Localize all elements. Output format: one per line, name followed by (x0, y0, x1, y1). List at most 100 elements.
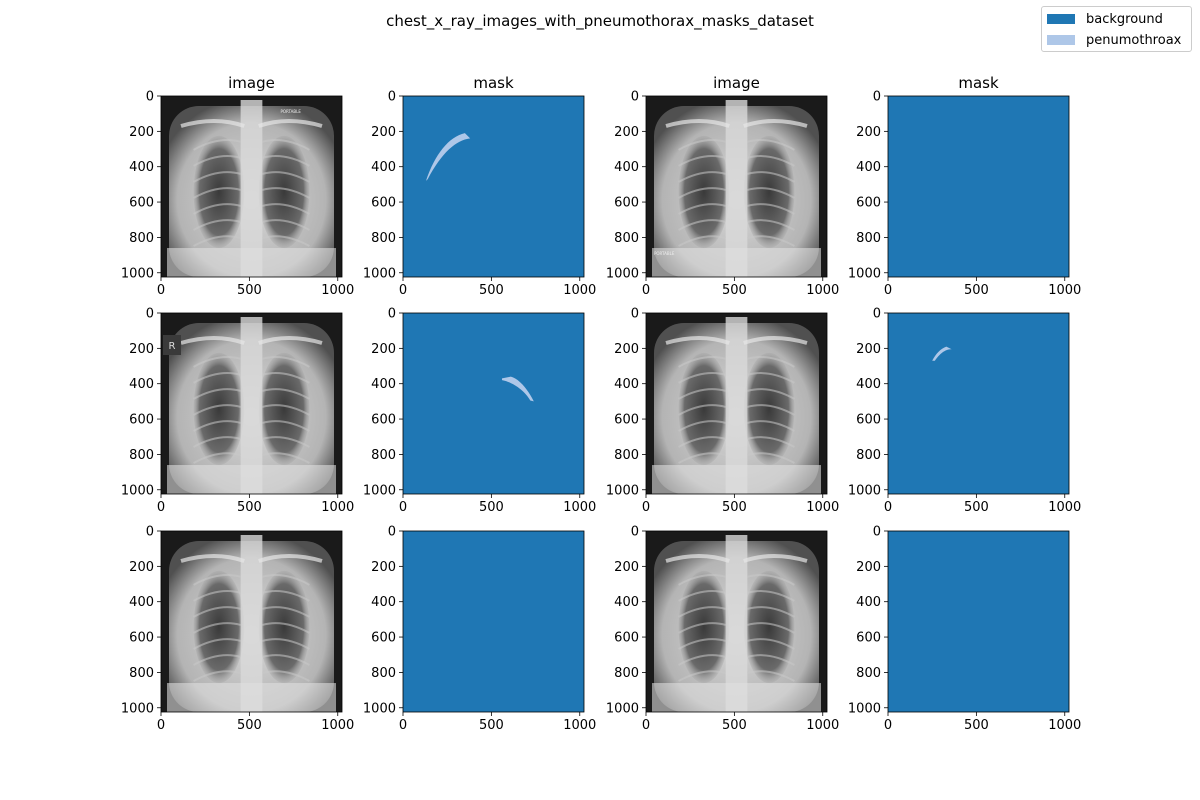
x-tick-label: 500 (722, 718, 747, 733)
x-tick-label: 1000 (1048, 500, 1081, 515)
x-tick-label: 1000 (321, 500, 354, 515)
mask-background (888, 313, 1069, 494)
y-tick-label: 800 (856, 231, 881, 246)
x-tick-label: 500 (237, 283, 262, 298)
y-tick-label: 1000 (606, 266, 639, 281)
y-tick-label: 1000 (121, 483, 154, 498)
x-tick-label: 500 (964, 718, 989, 733)
y-tick-label: 200 (371, 560, 396, 575)
y-tick-label: 600 (371, 196, 396, 211)
x-tick-label: 0 (642, 718, 650, 733)
axes-frame (887, 530, 1070, 713)
y-tick-label: 0 (873, 307, 881, 322)
y-tick-label: 400 (129, 377, 154, 392)
y-tick-label: 1000 (848, 266, 881, 281)
y-tick-label: 200 (129, 125, 154, 140)
xray-annotation-text: R (169, 341, 176, 352)
legend-label-penumothroax: penumothroax (1086, 32, 1182, 48)
y-tick-label: 200 (614, 342, 639, 357)
x-tick-label: 1000 (806, 500, 839, 515)
panel-title: mask (473, 74, 514, 92)
y-tick-label: 600 (856, 196, 881, 211)
y-tick-label: 200 (856, 560, 881, 575)
y-tick-label: 1000 (121, 701, 154, 716)
y-tick-label: 600 (856, 413, 881, 428)
x-tick-label: 1000 (1048, 283, 1081, 298)
legend: background penumothroax (1041, 6, 1192, 52)
y-tick-label: 400 (614, 595, 639, 610)
x-tick-label: 500 (479, 283, 504, 298)
x-tick-label: 1000 (563, 283, 596, 298)
y-tick-label: 400 (856, 160, 881, 175)
y-tick-label: 0 (388, 307, 396, 322)
x-tick-label: 500 (964, 283, 989, 298)
axes-frame (887, 312, 1070, 495)
legend-item-background: background (1047, 11, 1163, 27)
x-tick-label: 0 (399, 283, 407, 298)
axes-frame (887, 95, 1070, 278)
x-tick-label: 500 (237, 718, 262, 733)
y-tick-label: 400 (614, 160, 639, 175)
xray-annotation-text: PORTABLE (280, 109, 301, 114)
y-tick-label: 0 (146, 525, 154, 540)
y-tick-label: 400 (856, 595, 881, 610)
x-tick-label: 0 (884, 500, 892, 515)
panel-title: image (228, 74, 275, 92)
y-tick-label: 800 (614, 231, 639, 246)
axes-frame (160, 312, 343, 495)
y-tick-label: 800 (129, 231, 154, 246)
y-tick-label: 600 (371, 413, 396, 428)
x-tick-label: 0 (642, 500, 650, 515)
x-tick-label: 500 (722, 283, 747, 298)
y-tick-label: 0 (388, 525, 396, 540)
y-tick-label: 200 (129, 560, 154, 575)
y-tick-label: 1000 (848, 701, 881, 716)
x-tick-label: 500 (479, 718, 504, 733)
figure-title: chest_x_ray_images_with_pneumothorax_mas… (386, 12, 814, 30)
y-tick-label: 800 (371, 666, 396, 681)
x-tick-label: 0 (157, 283, 165, 298)
y-tick-label: 0 (873, 90, 881, 105)
axes-frame (160, 95, 343, 278)
y-tick-label: 400 (856, 377, 881, 392)
xray-annotation-text: PORTABLE (654, 251, 675, 256)
y-tick-label: 400 (129, 160, 154, 175)
y-tick-label: 1000 (606, 701, 639, 716)
axes-frame (645, 95, 828, 278)
legend-swatch-background (1047, 14, 1075, 24)
y-tick-label: 200 (371, 125, 396, 140)
axes-frame (402, 95, 585, 278)
x-tick-label: 0 (157, 500, 165, 515)
x-tick-label: 0 (884, 283, 892, 298)
axes-frame (645, 312, 828, 495)
x-tick-label: 1000 (806, 283, 839, 298)
y-tick-label: 400 (371, 595, 396, 610)
y-tick-label: 200 (129, 342, 154, 357)
x-tick-label: 1000 (563, 718, 596, 733)
y-tick-label: 400 (371, 160, 396, 175)
y-tick-label: 600 (614, 631, 639, 646)
pneumothorax-region (425, 133, 471, 181)
x-tick-label: 1000 (563, 500, 596, 515)
y-tick-label: 0 (631, 525, 639, 540)
mask-background (888, 96, 1069, 277)
y-tick-label: 0 (146, 90, 154, 105)
y-tick-label: 800 (856, 666, 881, 681)
x-tick-label: 1000 (806, 718, 839, 733)
panel-title: image (713, 74, 760, 92)
x-tick-label: 0 (399, 500, 407, 515)
y-tick-label: 400 (371, 377, 396, 392)
y-tick-label: 800 (614, 448, 639, 463)
y-tick-label: 1000 (363, 701, 396, 716)
legend-label-background: background (1086, 11, 1163, 27)
axes-frame (402, 312, 585, 495)
pneumothorax-region (501, 376, 534, 402)
y-tick-label: 800 (856, 448, 881, 463)
x-tick-label: 0 (642, 283, 650, 298)
